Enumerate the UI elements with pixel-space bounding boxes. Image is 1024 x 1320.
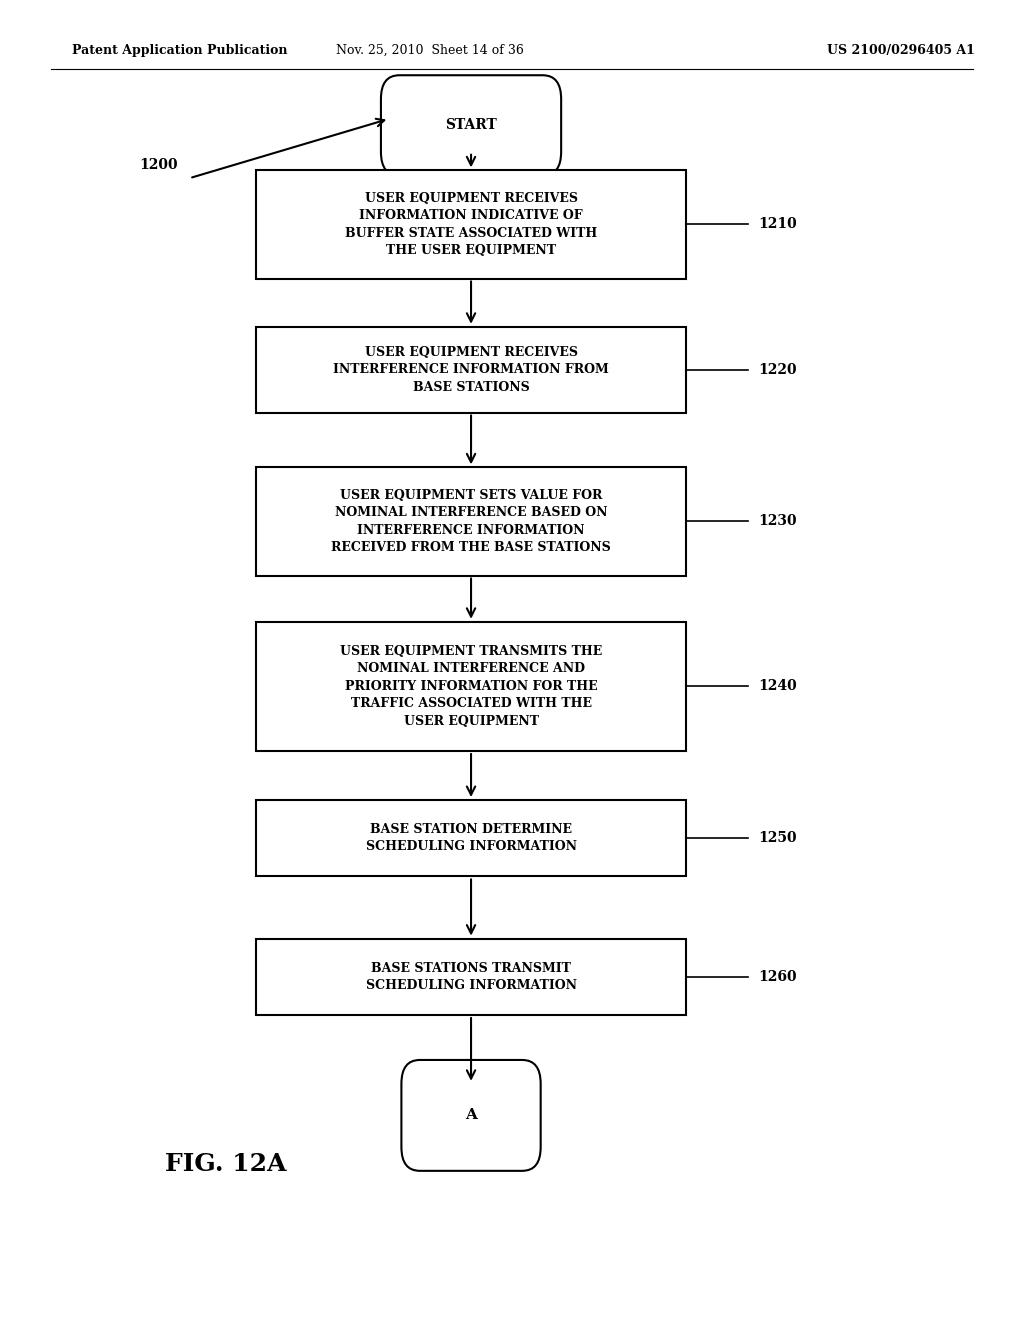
FancyBboxPatch shape	[256, 467, 686, 576]
Text: 1260: 1260	[758, 970, 797, 983]
Text: USER EQUIPMENT TRANSMITS THE
NOMINAL INTERFERENCE AND
PRIORITY INFORMATION FOR T: USER EQUIPMENT TRANSMITS THE NOMINAL INT…	[340, 645, 602, 727]
Text: START: START	[445, 119, 497, 132]
Text: 1240: 1240	[758, 680, 797, 693]
Text: BASE STATION DETERMINE
SCHEDULING INFORMATION: BASE STATION DETERMINE SCHEDULING INFORM…	[366, 822, 577, 854]
Text: USER EQUIPMENT RECEIVES
INFORMATION INDICATIVE OF
BUFFER STATE ASSOCIATED WITH
T: USER EQUIPMENT RECEIVES INFORMATION INDI…	[345, 191, 597, 257]
FancyBboxPatch shape	[256, 800, 686, 876]
Text: 1250: 1250	[758, 832, 797, 845]
FancyBboxPatch shape	[381, 75, 561, 176]
Text: 1220: 1220	[758, 363, 797, 376]
FancyBboxPatch shape	[256, 170, 686, 279]
Text: 1200: 1200	[139, 158, 178, 172]
FancyBboxPatch shape	[401, 1060, 541, 1171]
Text: Nov. 25, 2010  Sheet 14 of 36: Nov. 25, 2010 Sheet 14 of 36	[336, 44, 524, 57]
FancyBboxPatch shape	[256, 939, 686, 1015]
Text: Patent Application Publication: Patent Application Publication	[72, 44, 287, 57]
FancyBboxPatch shape	[256, 327, 686, 412]
Text: BASE STATIONS TRANSMIT
SCHEDULING INFORMATION: BASE STATIONS TRANSMIT SCHEDULING INFORM…	[366, 961, 577, 993]
Text: USER EQUIPMENT SETS VALUE FOR
NOMINAL INTERFERENCE BASED ON
INTERFERENCE INFORMA: USER EQUIPMENT SETS VALUE FOR NOMINAL IN…	[331, 488, 611, 554]
Text: 1230: 1230	[758, 515, 797, 528]
Text: A: A	[465, 1109, 477, 1122]
Text: 1210: 1210	[758, 218, 797, 231]
FancyBboxPatch shape	[256, 622, 686, 751]
Text: FIG. 12A: FIG. 12A	[165, 1152, 286, 1176]
Text: US 2100/0296405 A1: US 2100/0296405 A1	[827, 44, 975, 57]
Text: USER EQUIPMENT RECEIVES
INTERFERENCE INFORMATION FROM
BASE STATIONS: USER EQUIPMENT RECEIVES INTERFERENCE INF…	[333, 346, 609, 393]
